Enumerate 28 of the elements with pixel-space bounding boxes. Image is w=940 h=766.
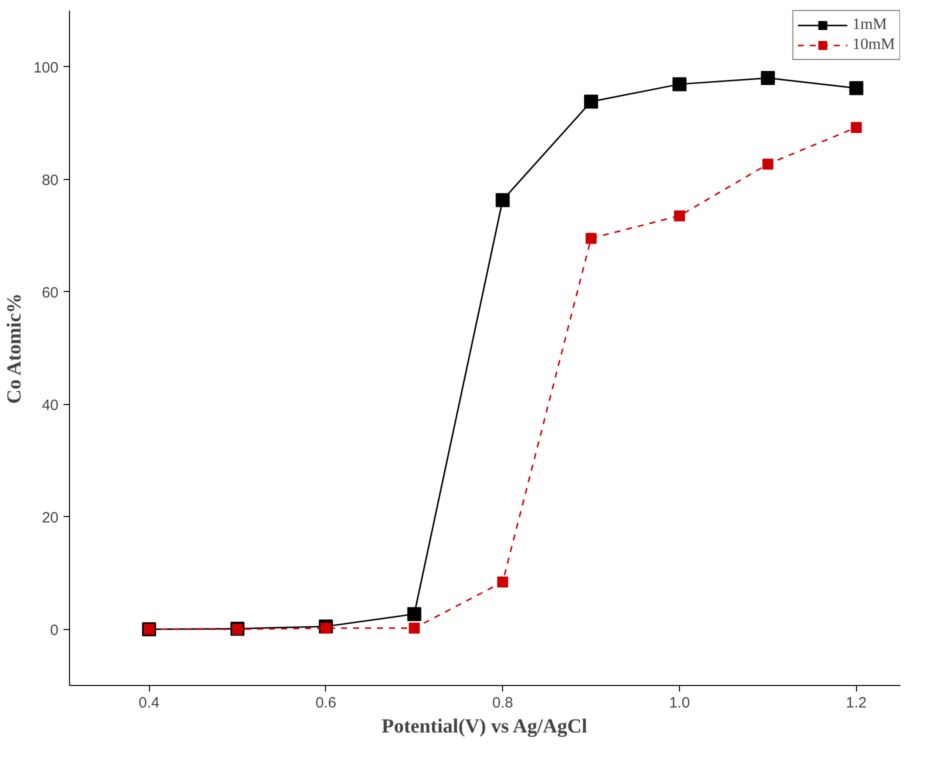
- point: [849, 81, 864, 96]
- x-tick-label: 0.8: [492, 694, 514, 712]
- y-tick-label: 60: [42, 284, 59, 302]
- point: [408, 622, 420, 634]
- x-axis-title: Potential(V) vs Ag/AgCl: [382, 716, 588, 738]
- x-tick-label: 1.0: [669, 694, 690, 712]
- point: [850, 122, 862, 133]
- legend-label: 1mM: [852, 15, 887, 35]
- x-tick-label: 0.6: [315, 694, 336, 712]
- y-tick-label: 0: [50, 622, 58, 639]
- point: [496, 193, 510, 208]
- x-tick-label: 0.4: [138, 694, 160, 712]
- point: [586, 232, 597, 244]
- y-tick-label: 40: [42, 396, 59, 414]
- y-tick-label: 100: [33, 59, 59, 76]
- point: [584, 94, 598, 109]
- y-axis-title: Co Atomic%: [3, 293, 26, 404]
- point: [407, 607, 422, 622]
- legend-label: 10mM: [852, 35, 895, 55]
- x-tick-label: 1.2: [846, 694, 867, 712]
- point: [674, 210, 685, 222]
- y-tick-label: 80: [42, 172, 59, 189]
- point: [672, 77, 686, 92]
- point: [497, 576, 508, 588]
- point: [762, 158, 774, 170]
- point: [320, 622, 332, 634]
- point: [760, 71, 775, 85]
- y-tick-label: 20: [42, 509, 59, 526]
